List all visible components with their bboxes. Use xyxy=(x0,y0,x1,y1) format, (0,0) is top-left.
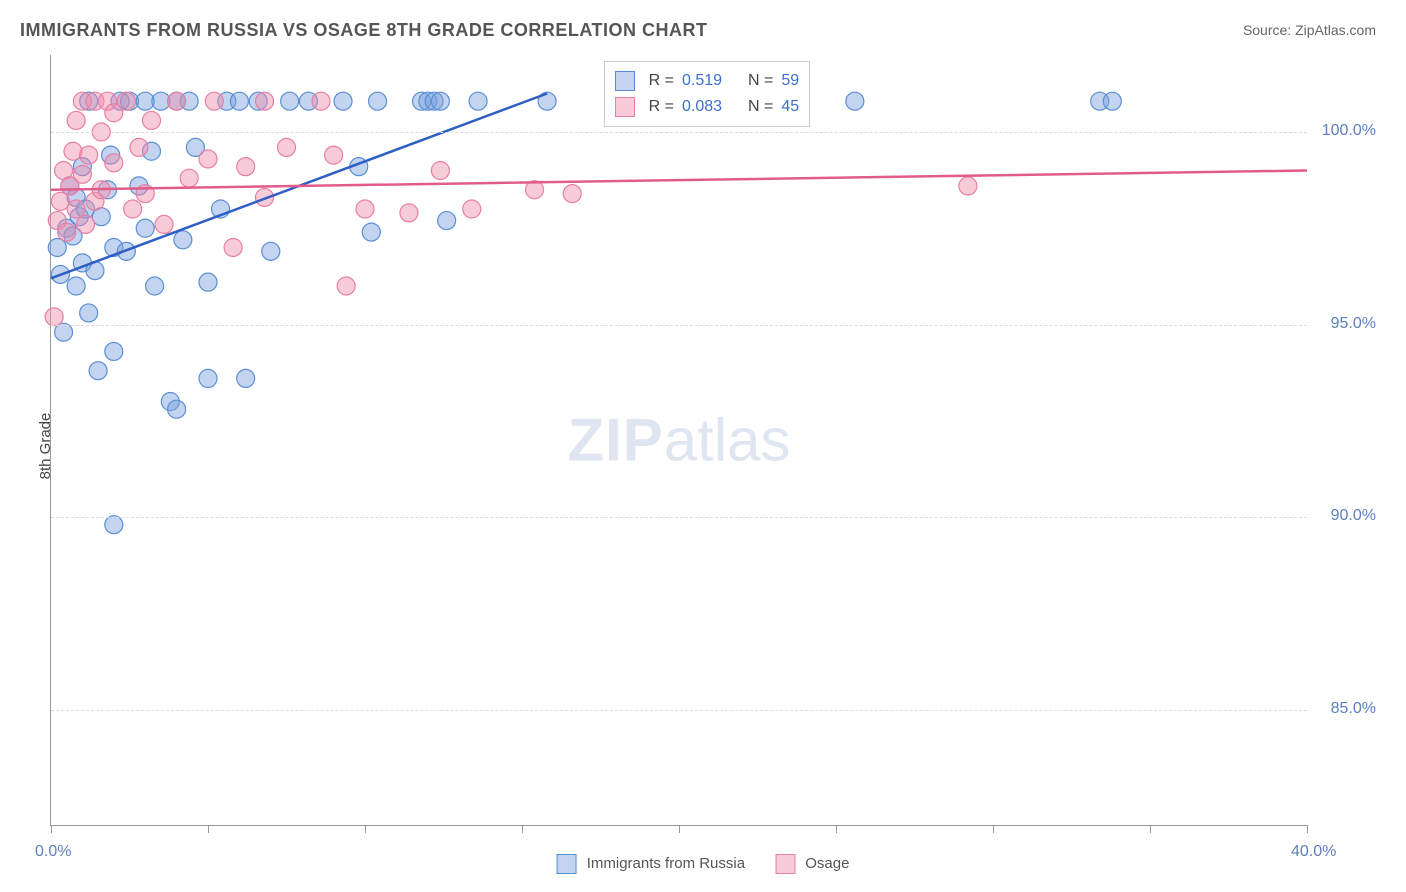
scatter-point xyxy=(469,92,487,110)
scatter-point xyxy=(356,200,374,218)
x-tick xyxy=(679,825,680,833)
legend-row-1: R = 0.083 N = 45 xyxy=(615,94,800,120)
legend-R-label: R = xyxy=(649,94,674,120)
scatter-point xyxy=(130,138,148,156)
scatter-point xyxy=(67,200,85,218)
scatter-point xyxy=(67,277,85,295)
legend-R-label: R = xyxy=(649,68,674,94)
scatter-point xyxy=(80,146,98,164)
y-tick-label: 90.0% xyxy=(1331,507,1376,525)
legend-R-value-1: 0.083 xyxy=(682,94,722,120)
scatter-point xyxy=(237,158,255,176)
scatter-point xyxy=(80,304,98,322)
bottom-legend: Immigrants from Russia Osage xyxy=(557,854,850,874)
scatter-point xyxy=(142,111,160,129)
scatter-point xyxy=(199,369,217,387)
x-tick-label: 40.0% xyxy=(1291,843,1336,861)
scatter-point xyxy=(563,185,581,203)
scatter-point xyxy=(334,92,352,110)
legend-N-value-0: 59 xyxy=(781,68,799,94)
x-tick xyxy=(993,825,994,833)
correlation-legend-box: R = 0.519 N = 59 R = 0.083 N = 45 xyxy=(604,61,811,127)
scatter-point xyxy=(1103,92,1121,110)
scatter-point xyxy=(64,142,82,160)
scatter-point xyxy=(199,273,217,291)
scatter-point xyxy=(438,212,456,230)
scatter-point xyxy=(224,239,242,257)
scatter-point xyxy=(89,362,107,380)
scatter-point xyxy=(312,92,330,110)
scatter-point xyxy=(168,92,186,110)
y-tick-label: 100.0% xyxy=(1322,122,1376,140)
scatter-point xyxy=(199,150,217,168)
bottom-legend-item-1: Osage xyxy=(775,854,849,874)
y-tick-label: 85.0% xyxy=(1331,700,1376,718)
scatter-point xyxy=(155,215,173,233)
gridline xyxy=(51,325,1307,326)
bottom-swatch-osage xyxy=(775,854,795,874)
scatter-point xyxy=(180,169,198,187)
y-tick-label: 95.0% xyxy=(1331,315,1376,333)
chart-root: IMMIGRANTS FROM RUSSIA VS OSAGE 8TH GRAD… xyxy=(0,0,1406,892)
scatter-point xyxy=(58,223,76,241)
x-tick xyxy=(522,825,523,833)
x-tick xyxy=(365,825,366,833)
scatter-point xyxy=(463,200,481,218)
scatter-point xyxy=(136,219,154,237)
scatter-point xyxy=(146,277,164,295)
x-tick xyxy=(51,825,52,833)
legend-N-label: N = xyxy=(748,94,773,120)
scatter-point xyxy=(230,92,248,110)
gridline xyxy=(51,132,1307,133)
scatter-point xyxy=(205,92,223,110)
legend-N-value-1: 45 xyxy=(781,94,799,120)
scatter-point xyxy=(67,111,85,129)
scatter-point xyxy=(262,242,280,260)
legend-swatch-russia xyxy=(615,71,635,91)
legend-R-value-0: 0.519 xyxy=(682,68,722,94)
scatter-point xyxy=(117,92,135,110)
scatter-point xyxy=(362,223,380,241)
scatter-point xyxy=(168,400,186,418)
scatter-point xyxy=(325,146,343,164)
x-tick xyxy=(836,825,837,833)
source-label: Source: ZipAtlas.com xyxy=(1243,22,1376,38)
scatter-point xyxy=(846,92,864,110)
bottom-legend-label-0: Immigrants from Russia xyxy=(587,855,745,872)
scatter-point xyxy=(105,516,123,534)
scatter-point xyxy=(278,138,296,156)
scatter-point xyxy=(400,204,418,222)
bottom-legend-item-0: Immigrants from Russia xyxy=(557,854,746,874)
legend-N-label: N = xyxy=(748,68,773,94)
scatter-point xyxy=(237,369,255,387)
bottom-swatch-russia xyxy=(557,854,577,874)
gridline xyxy=(51,710,1307,711)
scatter-point xyxy=(77,215,95,233)
gridline xyxy=(51,517,1307,518)
scatter-point xyxy=(55,323,73,341)
scatter-point xyxy=(174,231,192,249)
scatter-point xyxy=(45,308,63,326)
legend-swatch-osage xyxy=(615,97,635,117)
scatter-point xyxy=(105,342,123,360)
bottom-legend-label-1: Osage xyxy=(805,855,849,872)
scatter-point xyxy=(431,162,449,180)
plot-area: ZIPatlas R = 0.519 N = 59 R = 0.083 N = … xyxy=(50,55,1307,826)
x-tick xyxy=(1150,825,1151,833)
scatter-point xyxy=(281,92,299,110)
scatter-point xyxy=(73,165,91,183)
scatter-point xyxy=(337,277,355,295)
x-tick xyxy=(208,825,209,833)
scatter-point xyxy=(124,200,142,218)
scatter-point xyxy=(959,177,977,195)
scatter-point xyxy=(48,239,66,257)
chart-title: IMMIGRANTS FROM RUSSIA VS OSAGE 8TH GRAD… xyxy=(20,20,708,41)
scatter-point xyxy=(256,92,274,110)
legend-row-0: R = 0.519 N = 59 xyxy=(615,68,800,94)
scatter-point xyxy=(369,92,387,110)
scatter-point xyxy=(105,154,123,172)
scatter-point xyxy=(431,92,449,110)
x-tick-label: 0.0% xyxy=(35,843,71,861)
x-tick xyxy=(1307,825,1308,833)
